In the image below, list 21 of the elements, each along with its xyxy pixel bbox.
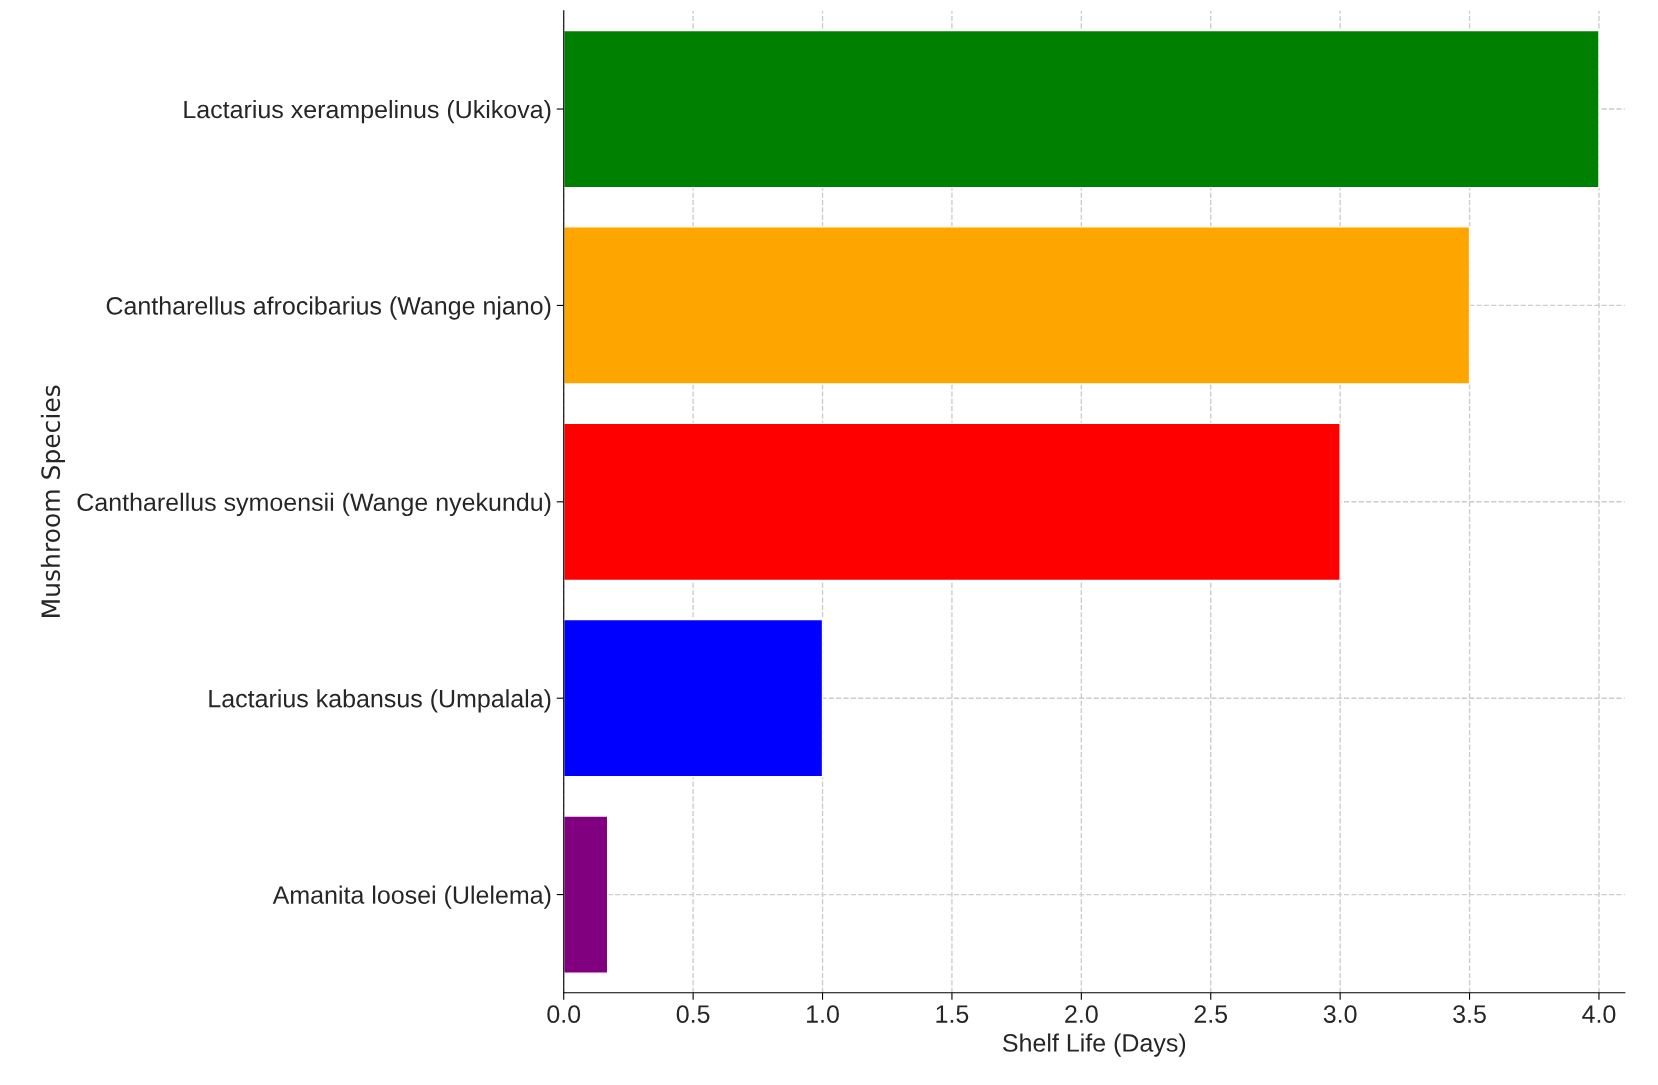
x-tick-label: 0.5 bbox=[676, 1005, 710, 1023]
bar bbox=[563, 29, 1600, 189]
x-tick-label: 3.0 bbox=[1323, 1005, 1357, 1023]
x-tick-label: 3.5 bbox=[1453, 1005, 1486, 1023]
x-tick-label: 0.0 bbox=[547, 1005, 581, 1023]
x-tick-label: 2.0 bbox=[1065, 1005, 1098, 1023]
x-tick-label: 4.0 bbox=[1582, 1005, 1616, 1023]
x-axis-title: Shelf Life (Days) bbox=[1003, 1033, 1186, 1057]
y-tick-label: Lactarius kabansus (Umpalala) bbox=[209, 689, 551, 713]
bar bbox=[563, 618, 824, 778]
bar bbox=[563, 226, 1471, 385]
bar bbox=[563, 815, 609, 974]
x-tick-label: 2.5 bbox=[1194, 1005, 1228, 1023]
x-tick-label: 1.5 bbox=[936, 1005, 969, 1023]
bar bbox=[563, 422, 1341, 582]
y-axis-title: Mushroom Species bbox=[40, 385, 65, 617]
x-tick-label: 1.0 bbox=[807, 1005, 839, 1023]
y-tick-label: Amanita loosei (Ulelema) bbox=[272, 885, 551, 909]
y-tick-label: Lactarius xerampelinus (Ukikova) bbox=[184, 99, 551, 124]
y-tick-label: Cantharellus symoensii (Wange nyekundu) bbox=[77, 492, 551, 517]
y-tick-label: Cantharellus afrocibarius (Wange njano) bbox=[106, 296, 551, 320]
